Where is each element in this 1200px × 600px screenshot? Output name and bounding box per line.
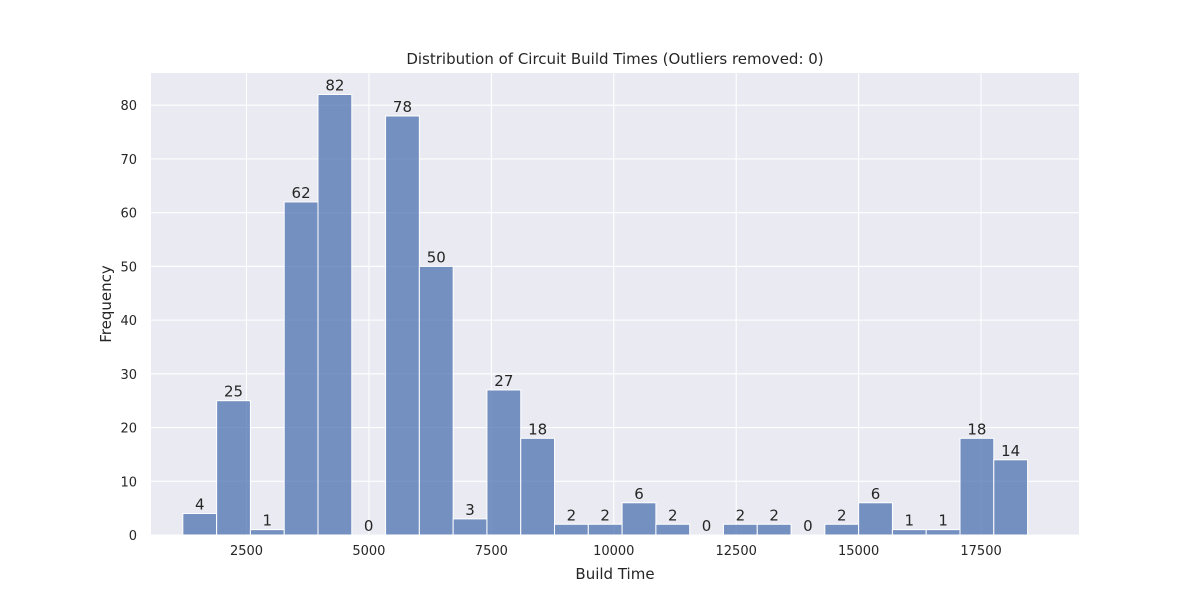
histogram-bar — [655, 523, 691, 536]
x-tick-label: 10000 — [593, 544, 634, 559]
y-tick-label: 20 — [120, 422, 137, 437]
bar-value-label: 2 — [567, 506, 577, 524]
bar-value-label: 18 — [528, 420, 547, 438]
histogram-bar — [317, 93, 353, 536]
histogram-bar — [722, 523, 758, 536]
histogram-bar — [216, 400, 251, 536]
histogram-bar — [824, 523, 860, 536]
x-axis-ticks: 2500 5000 7500 10000 12500 15000 17500 — [230, 544, 1002, 559]
y-tick-label: 10 — [120, 475, 137, 490]
y-tick-label: 80 — [120, 99, 137, 114]
x-tick-label: 5000 — [352, 544, 385, 559]
y-tick-label: 70 — [120, 153, 137, 168]
y-tick-label: 60 — [120, 207, 137, 222]
bar-value-label: 2 — [668, 506, 678, 524]
histogram-bar — [756, 523, 792, 536]
bar-value-label: 2 — [736, 506, 746, 524]
x-tick-label: 12500 — [716, 544, 757, 559]
bar-value-label: 0 — [803, 517, 813, 535]
x-tick-label: 7500 — [475, 544, 508, 559]
histogram-bar — [959, 437, 995, 536]
bars — [182, 93, 1029, 536]
y-tick-label: 30 — [120, 368, 137, 383]
bar-value-label: 27 — [494, 372, 513, 390]
histogram-bar — [385, 115, 420, 536]
histogram-bar — [418, 265, 454, 536]
y-axis-ticks: 0 10 20 30 40 50 60 70 80 — [120, 99, 137, 544]
bar-value-label: 78 — [393, 98, 412, 116]
histogram-bar — [587, 523, 623, 536]
histogram-bar — [858, 502, 893, 536]
bar-value-label: 50 — [427, 248, 446, 266]
histogram-bar — [891, 529, 927, 536]
bar-value-label: 6 — [871, 485, 881, 503]
bar-value-label: 1 — [263, 512, 273, 530]
histogram-bar — [452, 518, 488, 536]
histogram-bar — [925, 529, 961, 536]
histogram-bar — [249, 529, 285, 536]
bar-value-label: 82 — [325, 76, 344, 94]
bar-value-label: 4 — [195, 496, 205, 514]
x-axis-label: Build Time — [575, 565, 654, 583]
bar-value-label: 1 — [905, 512, 915, 530]
histogram-bar — [520, 437, 556, 536]
bar-value-label: 14 — [1001, 442, 1020, 460]
bar-value-label: 62 — [292, 184, 311, 202]
bar-value-label: 25 — [224, 383, 243, 401]
x-tick-label: 17500 — [960, 544, 1001, 559]
y-tick-label: 40 — [120, 314, 137, 329]
histogram-bar — [621, 502, 657, 536]
bar-value-label: 18 — [967, 420, 986, 438]
histogram-bar — [554, 523, 589, 536]
x-tick-label: 15000 — [838, 544, 879, 559]
bar-value-label: 3 — [465, 501, 475, 519]
histogram-bar — [283, 201, 319, 536]
bar-value-label: 2 — [600, 506, 610, 524]
chart-title: Distribution of Circuit Build Times (Out… — [406, 50, 823, 68]
bar-value-label: 1 — [938, 512, 948, 530]
histogram-bar — [182, 513, 218, 536]
y-axis-label: Frequency — [97, 265, 115, 343]
bar-value-label: 2 — [769, 506, 779, 524]
y-tick-label: 50 — [120, 260, 137, 275]
bar-value-label: 6 — [634, 485, 644, 503]
y-tick-label: 0 — [129, 529, 137, 544]
bar-value-label: 0 — [364, 517, 374, 535]
histogram-bar — [993, 459, 1029, 536]
bar-value-label: 2 — [837, 506, 847, 524]
x-tick-label: 2500 — [230, 544, 263, 559]
histogram-bar — [486, 389, 522, 536]
bar-value-label: 0 — [702, 517, 712, 535]
